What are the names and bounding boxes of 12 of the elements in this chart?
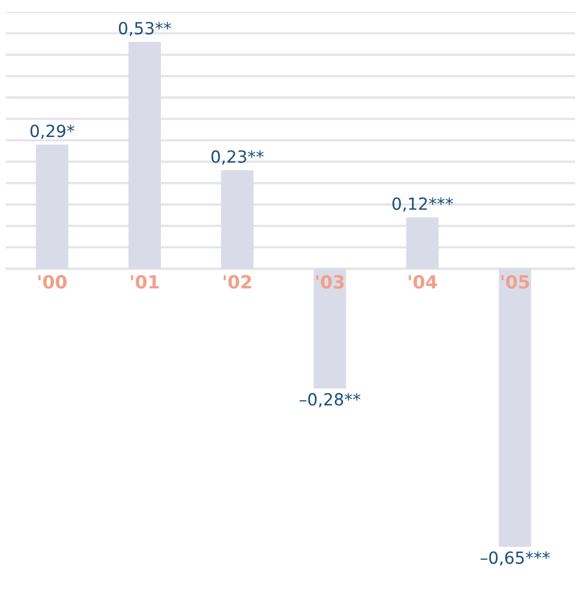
x-tick-label: '02 [224,275,252,289]
data-label: 0,12*** [392,197,453,212]
x-tick-label: '04 [408,275,437,289]
data-label: 0,53** [118,22,172,36]
x-tick-label: '05 [501,275,530,289]
data-label: 0,23** [211,150,264,165]
x-tick-label: '00 [38,275,67,289]
x-tick-label: '01 [131,275,159,289]
x-tick-label: '03 [316,275,344,289]
data-label: –0,65*** [480,551,550,566]
data-label: –0,28** [300,393,360,408]
data-label: 0,29* [30,124,74,139]
